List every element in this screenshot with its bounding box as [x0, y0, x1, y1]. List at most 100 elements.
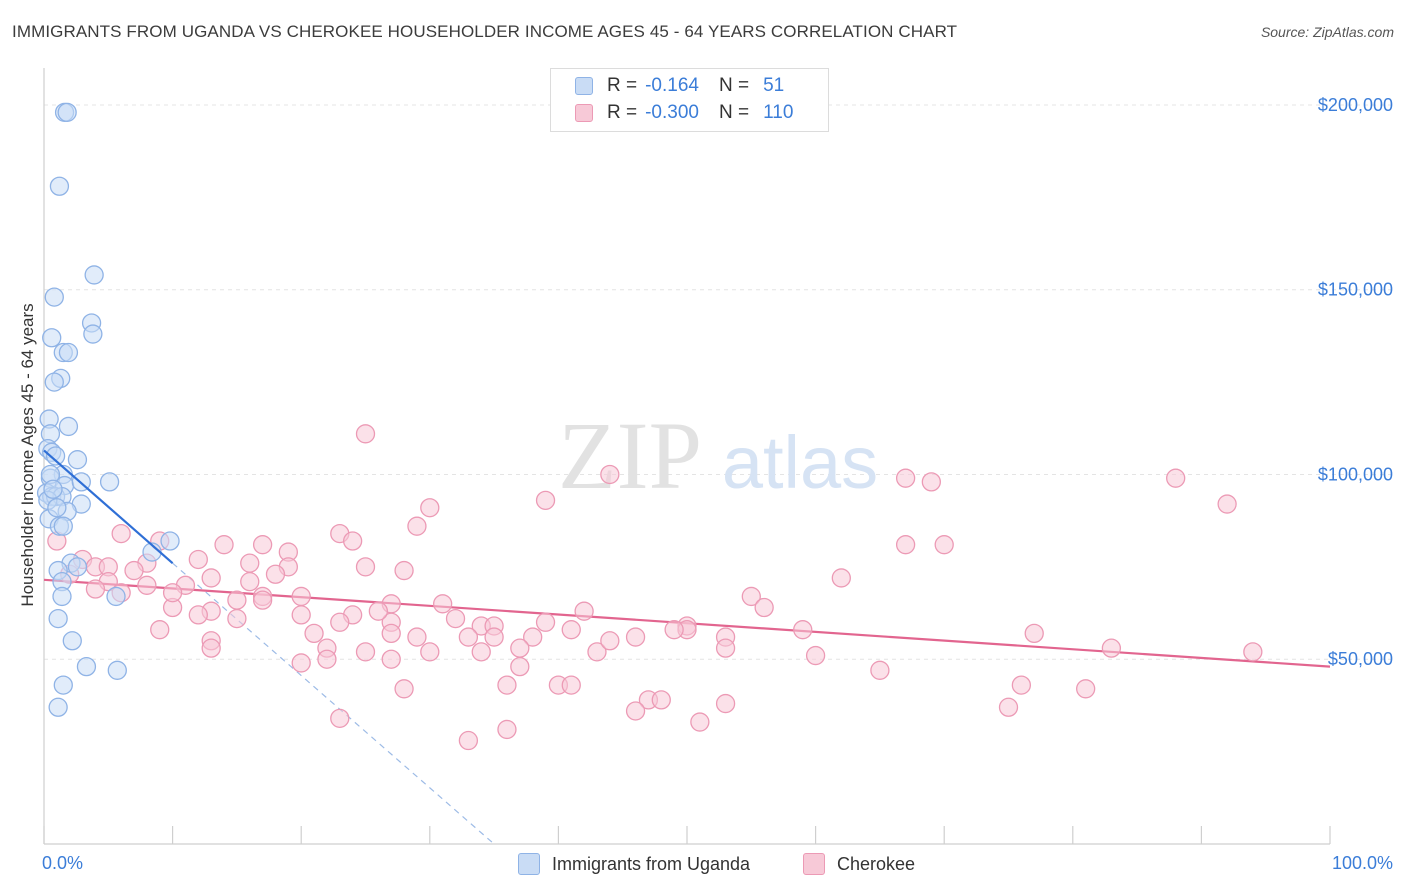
cherokee-point — [342, 531, 363, 551]
uganda-point — [58, 416, 79, 437]
cherokee-point — [162, 583, 183, 603]
cherokee-point — [895, 468, 916, 488]
cherokee-point — [1011, 675, 1032, 695]
cherokee-point — [291, 605, 311, 625]
legend-n-label: N = — [718, 75, 750, 96]
cherokee-point — [124, 560, 144, 581]
cherokee-point — [330, 708, 350, 729]
cherokee-point — [188, 605, 208, 625]
cherokee-point — [1243, 642, 1263, 662]
cherokee-point — [793, 620, 813, 640]
cherokee-point — [137, 575, 157, 595]
cherokee-point — [317, 649, 337, 669]
cherokee-point — [895, 535, 916, 555]
cherokee-point — [535, 490, 556, 510]
cherokee-point — [394, 679, 414, 699]
x-tick-label-min: 0.0% — [42, 853, 83, 873]
cherokee-point — [227, 590, 247, 610]
watermark-zip: ZIP — [558, 402, 702, 509]
bottom-legend-label-uganda: Immigrants from Uganda — [552, 853, 751, 874]
cherokee-point — [252, 535, 273, 555]
cherokee-point — [523, 627, 543, 647]
y-tick-label: $100,000 — [1318, 464, 1393, 484]
cherokee-point — [227, 608, 247, 629]
bottom-legend-uganda[interactable]: Immigrants from Uganda — [518, 852, 750, 876]
y-axis-label: Householder Income Ages 45 - 64 years — [18, 303, 37, 607]
cherokee-point — [394, 560, 414, 581]
cherokee-point — [355, 642, 376, 662]
correlation-legend: R = -0.164 N = 51 R = -0.300 N = 110 — [550, 68, 829, 132]
watermark: ZIP atlas — [558, 402, 878, 509]
cherokee-point — [574, 601, 594, 621]
uganda-point — [44, 287, 64, 307]
cherokee-point — [690, 712, 710, 732]
cherokee-point — [265, 564, 286, 584]
uganda-point — [106, 586, 126, 607]
cherokee-point — [214, 535, 234, 555]
bottom-legend-swatch-uganda — [518, 853, 540, 875]
cherokee-point — [150, 620, 170, 640]
y-tick-labels: $200,000 $150,000 $100,000 $50,000 — [1318, 95, 1393, 669]
data-points — [36, 102, 1263, 751]
bottom-legend-cherokee[interactable]: Cherokee — [803, 852, 915, 876]
cherokee-point — [600, 631, 620, 651]
cherokee-point — [355, 557, 376, 577]
uganda-point — [53, 516, 73, 536]
cherokee-point — [201, 568, 221, 588]
legend-n-value: 51 — [763, 75, 785, 96]
cherokee-point — [381, 649, 401, 669]
legend-n-label: N = — [718, 102, 750, 123]
chart-title: IMMIGRANTS FROM UGANDA VS CHEROKEE HOUSE… — [12, 22, 958, 41]
cherokee-point — [535, 612, 556, 632]
legend-row-cherokee: R = -0.300 N = 110 — [575, 102, 793, 124]
cherokee-point — [561, 620, 581, 640]
uganda-point — [58, 342, 79, 363]
legend-swatch-cherokee — [575, 104, 593, 122]
legend-r-value: -0.164 — [645, 75, 699, 96]
cherokee-point — [291, 653, 311, 673]
uganda-point — [107, 660, 127, 680]
cherokee-point — [407, 627, 427, 647]
y-tick-label: $50,000 — [1328, 649, 1393, 669]
uganda-point — [45, 446, 66, 466]
source-credit: Source: ZipAtlas.com — [1260, 24, 1394, 40]
cherokee-point — [497, 675, 517, 695]
cherokee-point — [510, 656, 530, 677]
cherokee-point — [458, 730, 479, 751]
cherokee-point — [420, 642, 440, 662]
cherokee-point — [291, 586, 311, 607]
legend-r-label: R = — [607, 102, 638, 123]
cherokee-point — [85, 579, 106, 599]
cherokee-point — [240, 553, 260, 573]
cherokee-point — [1101, 638, 1122, 658]
cherokee-point — [330, 612, 350, 632]
legend-n-value: 110 — [763, 102, 794, 123]
cherokee-point — [831, 568, 851, 588]
uganda-point — [48, 608, 68, 629]
y-tick-label: $200,000 — [1318, 95, 1393, 115]
cherokee-point — [870, 660, 890, 680]
cherokee-point — [625, 701, 646, 721]
cherokee-point — [407, 516, 427, 536]
x-tick-label-max: 100.0% — [1332, 853, 1393, 873]
cherokee-point — [471, 642, 491, 662]
cherokee-point — [1166, 468, 1186, 488]
uganda-point — [160, 531, 180, 551]
y-tick-label: $150,000 — [1318, 280, 1393, 300]
uganda-point — [83, 324, 103, 344]
bottom-legend-swatch-cherokee — [803, 853, 825, 875]
cherokee-point — [1024, 623, 1044, 644]
cherokee-point — [445, 608, 466, 629]
legend-r-label: R = — [607, 75, 638, 96]
uganda-point — [53, 675, 73, 695]
legend-swatch-uganda — [575, 77, 593, 95]
cherokee-point — [111, 523, 131, 544]
cherokee-point — [1217, 494, 1237, 514]
legend-row-uganda: R = -0.164 N = 51 — [575, 75, 784, 97]
cherokee-point — [252, 590, 273, 610]
cherokee-point — [741, 586, 761, 607]
uganda-point — [84, 265, 104, 285]
cherokee-point — [420, 498, 440, 518]
uganda-point — [99, 472, 120, 492]
cherokee-point — [587, 642, 607, 662]
